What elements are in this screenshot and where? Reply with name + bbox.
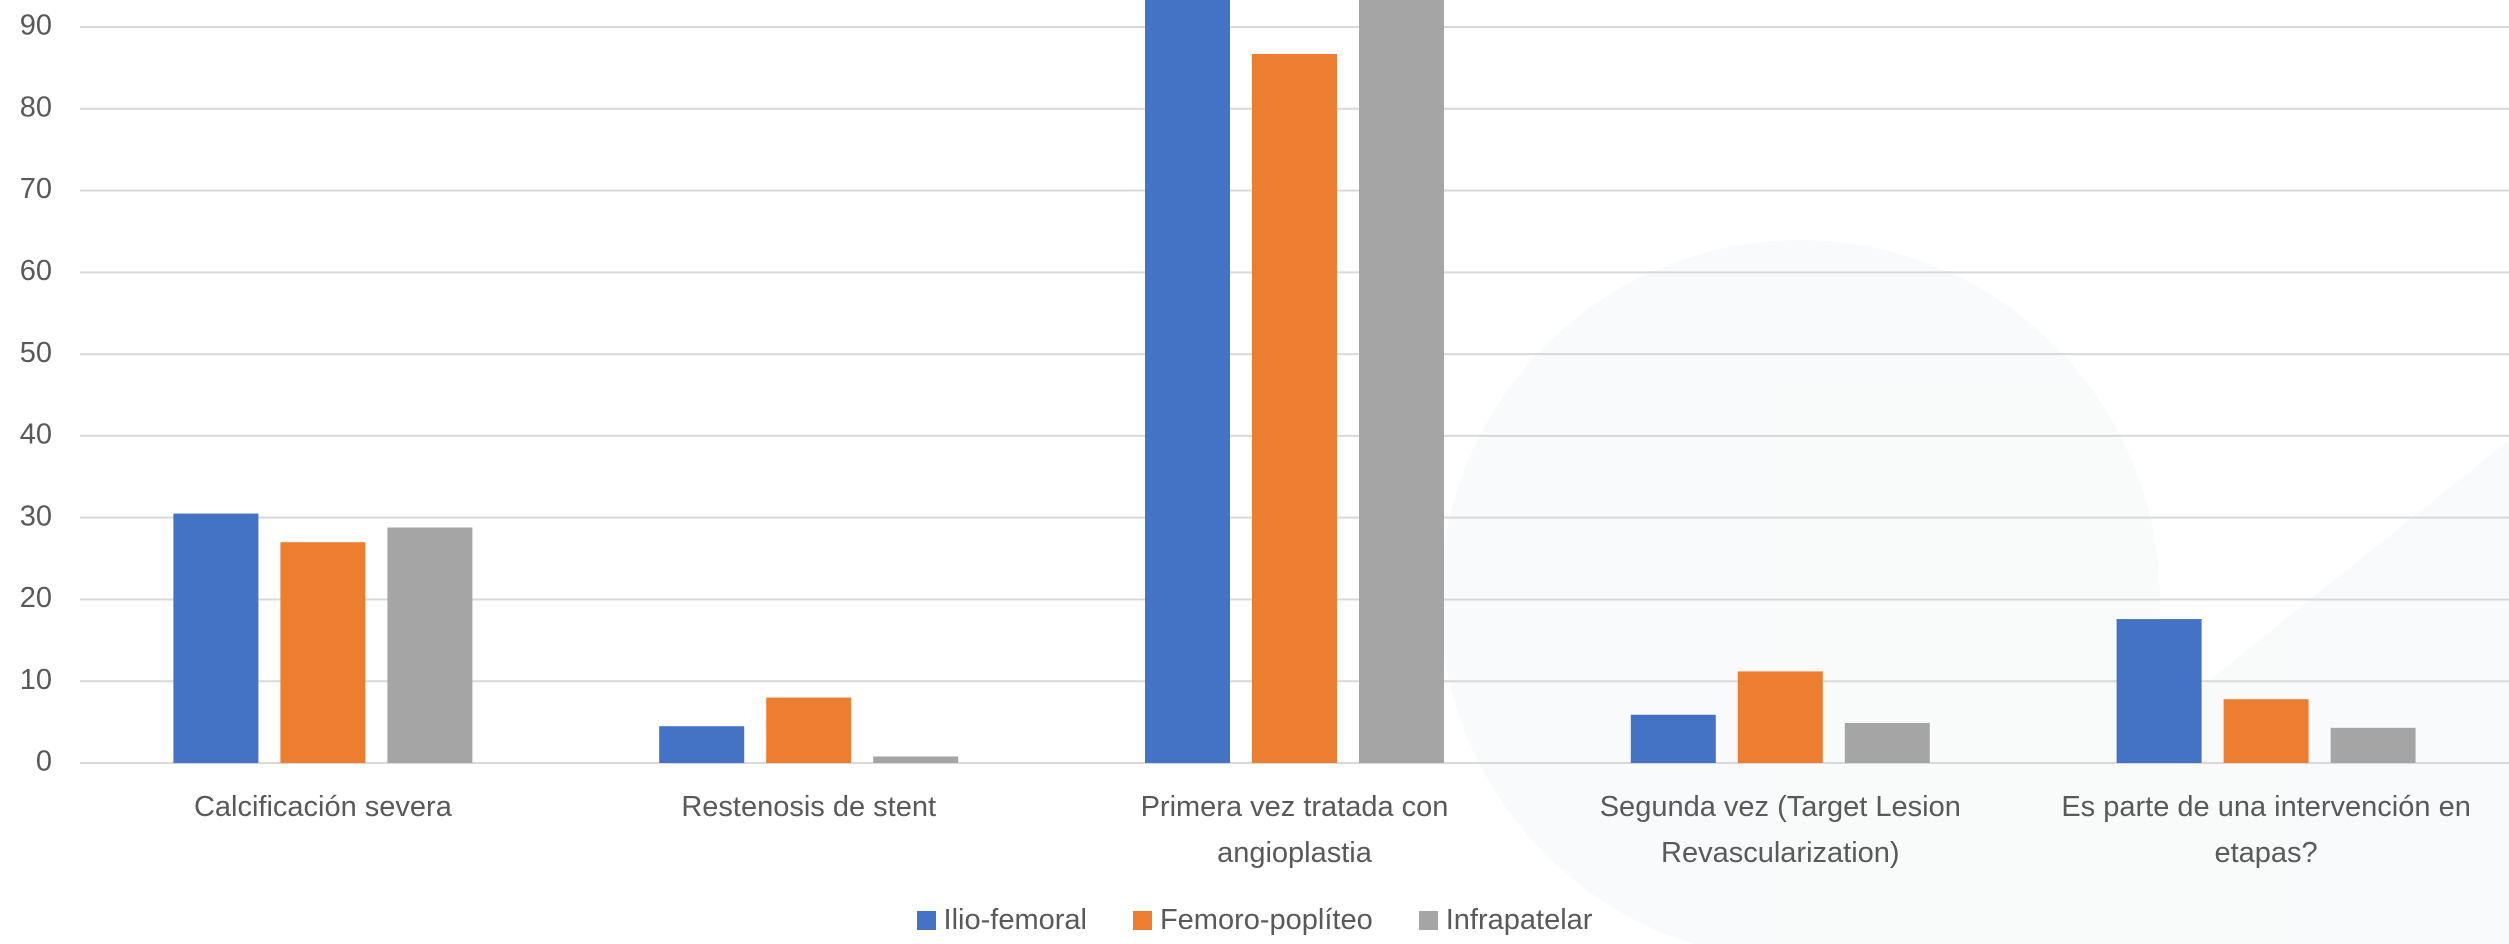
legend-label: Ilio-femoral <box>943 904 1087 936</box>
bar <box>2223 699 2309 763</box>
bar <box>2116 619 2202 763</box>
bar <box>1844 722 1930 763</box>
bar <box>873 756 959 763</box>
y-tick-label: 40 <box>20 419 52 451</box>
bar <box>659 726 745 763</box>
y-tick-label: 70 <box>20 173 52 205</box>
legend-swatch <box>1418 911 1438 930</box>
x-tick-label: Calcificación severa <box>193 791 452 823</box>
legend-swatch <box>1132 911 1152 930</box>
x-tick-label: Es parte de una intervención en etapas? <box>2061 791 2471 869</box>
y-tick-label: 90 <box>20 10 52 42</box>
legend-label: Femoro-poplíteo <box>1159 904 1373 936</box>
bar <box>2330 727 2416 763</box>
x-tick-label: Restenosis de stent <box>681 791 937 823</box>
y-tick-label: 80 <box>20 91 52 123</box>
y-tick-label: 60 <box>20 255 52 287</box>
y-tick-label: 50 <box>20 337 52 369</box>
bar <box>173 513 259 763</box>
legend: Ilio-femoral Femoro-poplíteo Infrapatelar <box>0 904 2509 937</box>
legend-item: Infrapatelar <box>1418 904 1593 937</box>
bar <box>1630 714 1716 763</box>
x-tick-label: Segunda vez (Target Lesion Revasculariza… <box>1599 791 1961 869</box>
legend-item: Ilio-femoral <box>916 904 1087 937</box>
legend-swatch <box>916 911 936 930</box>
bar <box>1252 53 1337 763</box>
x-tick-label: Primera vez tratada con angioplastia <box>1140 791 1449 869</box>
legend-label: Infrapatelar <box>1445 904 1593 936</box>
bar <box>1737 671 1823 763</box>
y-tick-label: 0 <box>36 746 52 778</box>
bar <box>387 527 473 763</box>
y-tick-label: 20 <box>20 582 52 614</box>
bar <box>1145 0 1230 763</box>
y-tick-label: 10 <box>20 664 52 696</box>
y-tick-label: 30 <box>20 500 52 532</box>
bar <box>280 542 366 763</box>
bar <box>1359 0 1444 763</box>
legend-item: Femoro-poplíteo <box>1132 904 1373 937</box>
bar <box>766 697 852 763</box>
